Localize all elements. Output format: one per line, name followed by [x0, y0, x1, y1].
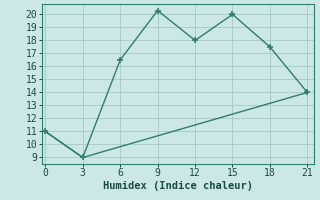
X-axis label: Humidex (Indice chaleur): Humidex (Indice chaleur) — [103, 181, 252, 191]
